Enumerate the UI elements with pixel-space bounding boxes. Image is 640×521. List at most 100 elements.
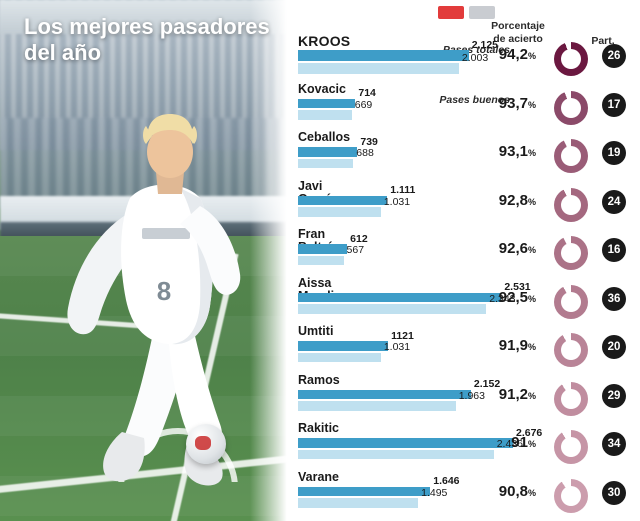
bar-good-value: 2.343 [489,292,516,305]
accuracy-percentage: 91,2% [499,386,536,403]
player-name: Kovacic [298,81,346,96]
bar-group: 1.646 1.495 [298,475,598,510]
bar-total-passes: 2.125 [298,39,498,61]
chart-rows: KROOS 2.125 2.003 94,2% 26 Kovacic 714 669 93,7%… [290,34,640,521]
matches-played-badge: 24 [602,189,626,214]
bar-group: 2.152 1.963 [298,378,598,413]
bar-total-passes: 2.531 [298,281,531,302]
accuracy-percentage: 93,7% [499,95,536,112]
bar-total-value: 612 [350,232,368,245]
bar-good-passes: 2.003 [298,52,488,74]
bar-group: 1.111 1.031 [298,184,598,219]
accuracy-value: 92,8 [498,191,528,209]
bar-total-passes: 1.646 [298,475,460,496]
accuracy-percentage: 94,2% [499,46,536,63]
matches-played-badge: 20 [602,335,626,359]
player-name: Rakitic [298,421,339,435]
percent-sign: % [527,99,536,110]
accuracy-percentage: 91,9% [499,337,536,354]
percent-sign: % [527,439,536,449]
photo-fade [250,0,290,521]
accuracy-value: 92,6 [498,240,528,257]
matches-played-badge: 30 [602,480,626,505]
chart-row: Ramos 2.152 1.963 91,2% 29 [290,372,640,425]
bar-total-value: 2.676 [516,426,543,439]
bar-total-value: 1.111 [390,184,416,196]
percent-sign: % [527,487,536,498]
chart-row: KROOS 2.125 2.003 94,2% 26 [290,34,640,85]
svg-text:8: 8 [157,276,171,306]
bar-good-passes: 1.031 [298,341,410,362]
accuracy-value: 92,5 [498,288,528,306]
bar-total-value: 2.152 [473,378,501,390]
percent-sign: % [527,196,536,207]
page-title: Los mejores pasadores del año [24,14,270,65]
accuracy-value: 91,9 [498,337,528,354]
bar-good-value: 1.495 [421,486,448,499]
bar-group: 2.676 2.436 [298,427,598,461]
header-percentage: Porcentaje de acierto [472,20,564,46]
accuracy-donut-icon [554,478,588,513]
accuracy-donut-icon [554,90,588,125]
matches-played-badge: 29 [602,383,626,408]
accuracy-percentage: 91% [511,434,536,451]
bar-total-value: 739 [360,135,378,148]
player-photo: 8 Los mejores pasadores del año [0,0,290,521]
bar-good-passes: 567 [298,244,364,265]
chart-row: Kovacic 714 669 93,7% 17 [290,81,640,134]
player-name: Umtiti [298,324,334,338]
bar-good-value: 2.003 [461,51,489,64]
matches-played-badge: 26 [602,44,626,68]
accuracy-percentage: 93,1% [499,143,536,160]
chart-panel: Porcentaje de acierto Part. Pases totale… [290,0,640,521]
accuracy-value: 91 [511,434,528,451]
stadium-roof [0,0,290,34]
accuracy-percentage: 90,8% [499,483,536,500]
bar-total-passes: 1.111 [298,184,415,205]
accuracy-donut-icon [554,42,588,76]
bar-good-passes: 2.343 [298,293,516,314]
percent-sign: % [527,245,536,255]
bar-good-value: 669 [354,98,373,111]
accuracy-donut-icon [554,139,588,173]
accuracy-percentage: 92,6% [499,240,536,257]
player-name: Ceballos [298,130,351,144]
chart-row: Umtiti 1121 1.031 91,9% 20 [290,324,640,376]
accuracy-value: 91,2 [498,385,528,403]
bar-total-passes: 714 [298,87,376,108]
bar-good-passes: 669 [298,99,372,120]
header-percentage-line1: Porcentaje [491,20,545,32]
accuracy-donut-icon [554,381,588,416]
bar-total-passes: 612 [298,233,368,254]
bar-total-value: 2.531 [504,281,531,293]
percent-sign: % [527,148,536,158]
percent-sign: % [527,342,536,352]
matches-played-badge: 34 [602,432,626,456]
matches-played-badge: 16 [602,238,626,262]
bar-total-value: 1.646 [433,475,460,487]
accuracy-percentage: 92,5% [499,289,536,306]
bar-group: 612 567 [298,233,598,267]
chart-row: Fran Beltrán61256792,6%16 [290,228,640,279]
header-percentage-line2: de acierto [493,32,543,45]
accuracy-donut-icon [554,333,588,367]
accuracy-value: 90,8 [498,482,528,500]
legend-good-passes: Pases buenos [439,94,510,106]
matches-played-badge: 36 [602,286,626,311]
publisher-logos [438,4,508,20]
bar-good-passes: 1.495 [298,487,447,508]
accuracy-donut-icon [554,284,588,319]
logo-primary [438,6,464,19]
bar-good-value: 2.436 [496,438,523,450]
matches-played-badge: 17 [602,92,626,117]
player-name: Ramos [298,372,340,387]
player-silhouette: 8 [67,114,241,486]
bar-total-passes: 739 [298,136,378,157]
matches-played-badge: 19 [602,141,626,165]
bar-total-passes: 1121 [298,330,414,351]
bar-group: 2.125 2.003 [298,39,598,76]
bar-good-passes: 2.436 [298,438,523,459]
